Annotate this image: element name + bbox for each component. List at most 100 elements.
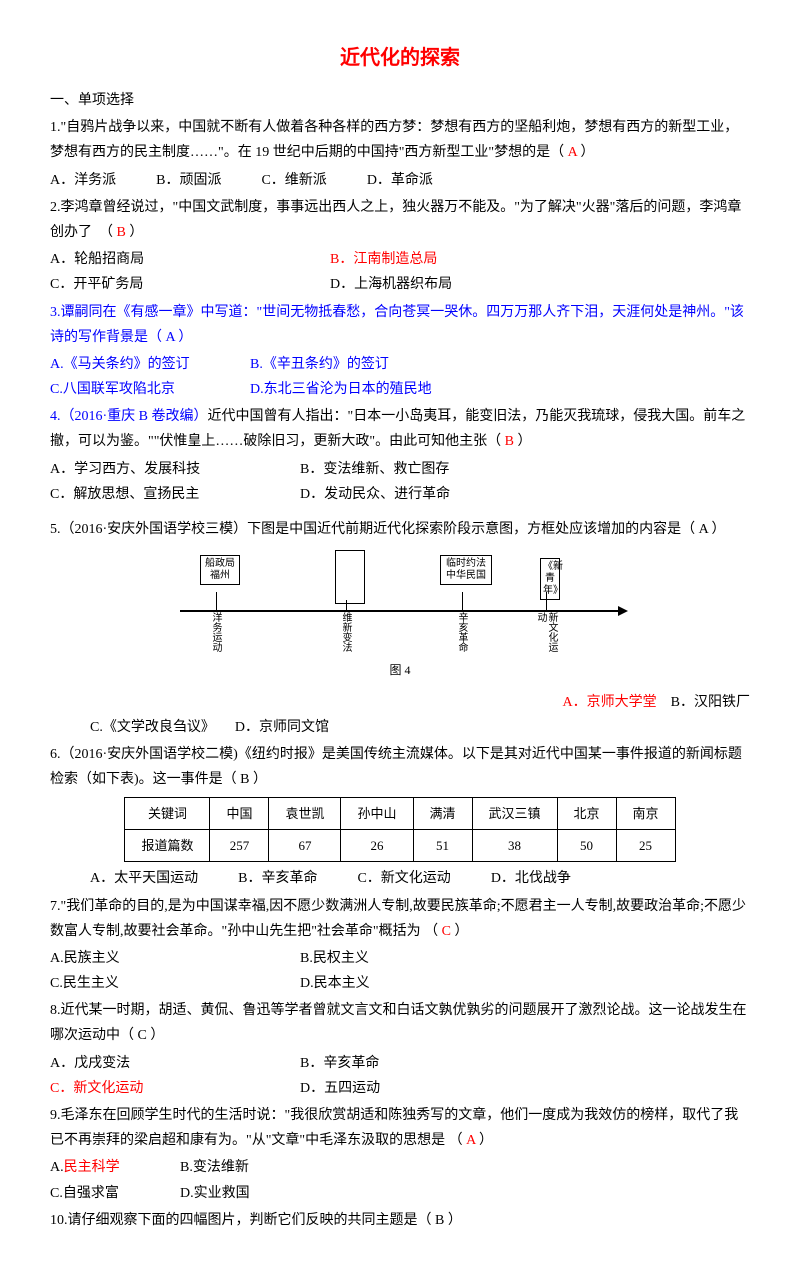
dg-l2: 维新变法: [340, 612, 351, 652]
q2-opt-a: A．轮船招商局: [50, 247, 330, 272]
q3-opt-d: D.东北三省沦为日本的殖民地: [250, 382, 432, 397]
th4: 满清: [413, 797, 472, 829]
q9: 9.毛泽东在回顾学生时代的生活时说："我很欣赏胡适和陈独秀写的文章，他们一度成为…: [50, 1103, 750, 1153]
q7-row2: C.民生主义D.民本主义: [50, 971, 750, 996]
q4-row2: C．解放思想、宣扬民主D．发动民众、进行革命: [50, 482, 750, 507]
q3-opt-b: B.《辛丑条约》的签订: [250, 357, 389, 372]
q2-end: ）: [129, 225, 143, 240]
q9-answer: A: [466, 1133, 475, 1148]
th0: 关键词: [125, 797, 210, 829]
q7-answer: C: [442, 924, 451, 939]
th7: 南京: [616, 797, 675, 829]
q9-opt-d: D.实业救国: [180, 1186, 250, 1201]
th2: 袁世凯: [269, 797, 341, 829]
q6: 6.（2016·安庆外国语学校二模)《纽约时报》是美国传统主流媒体。以下是其对近…: [50, 742, 750, 792]
q7-text: 7."我们革命的目的,是为中国谋幸福,因不愿少数满洲人专制,故要民族革命;不愿君…: [50, 899, 746, 939]
dg-box3: 《新青年》: [540, 558, 560, 600]
q8-row2: C．新文化运动D．五四运动: [50, 1076, 750, 1101]
q3-row1: A.《马关条约》的签订B.《辛丑条约》的签订: [50, 352, 750, 377]
q4-answer: B: [505, 434, 514, 449]
q1-opt-c: C．维新派: [261, 168, 326, 193]
q2-answer: B: [117, 225, 126, 240]
q6-opt-b: B．辛亥革命: [238, 866, 317, 891]
dg-box2: 临时约法 中华民国: [440, 555, 492, 585]
dg-l3: 辛亥革命: [456, 612, 467, 652]
q4-opt-a: A．学习西方、发展科技: [50, 457, 300, 482]
q2-row1: A．轮船招商局B．江南制造总局: [50, 247, 750, 272]
th5: 武汉三镇: [472, 797, 557, 829]
q5: 5.（2016·安庆外国语学校三模）下图是中国近代前期近代化探索阶段示意图，方框…: [50, 517, 750, 542]
q7-opt-d: D.民本主义: [300, 976, 370, 991]
th6: 北京: [557, 797, 616, 829]
timeline-diagram: 船政局 福州 临时约法 中华民国 《新青年》 洋务运动 维新变法 辛亥革命 新文…: [180, 550, 620, 682]
q8-opt-c: C．新文化运动: [50, 1076, 300, 1101]
q8: 8.近代某一时期，胡适、黄侃、鲁迅等学者曾就文言文和白话文孰优孰劣的问题展开了激…: [50, 998, 750, 1048]
q5-ab: A．京师大学堂 B．汉阳铁厂: [50, 690, 750, 715]
q3: 3.谭嗣同在《有感一章》中写道："世间无物抵春愁，合向苍冥一哭休。四万万那人齐下…: [50, 300, 750, 350]
q8-opt-a: A．戊戌变法: [50, 1051, 300, 1076]
q1-end: ）: [581, 145, 595, 160]
q5-cd: C.《文学改良刍议》D．京师同文馆: [50, 715, 750, 740]
q7: 7."我们革命的目的,是为中国谋幸福,因不愿少数满洲人专制,故要民族革命;不愿君…: [50, 894, 750, 944]
q10: 10.请仔细观察下面的四幅图片，判断它们反映的共同主题是（ B ）: [50, 1208, 750, 1233]
q4-opt-b: B．变法维新、救亡图存: [300, 462, 449, 477]
q2-opt-b: B．江南制造总局: [330, 252, 437, 267]
q8-opt-b: B．辛亥革命: [300, 1056, 379, 1071]
q6-opt-d: D．北伐战争: [491, 866, 571, 891]
q6-table: 关键词中国袁世凯孙中山满清武汉三镇北京南京 报道篇数25767265138502…: [124, 797, 675, 863]
q9-row1: A.民主科学B.变法维新: [50, 1155, 750, 1180]
q4-row1: A．学习西方、发展科技B．变法维新、救亡图存: [50, 457, 750, 482]
dg-l4: 新文化运动: [535, 612, 557, 658]
dg-box1: 船政局 福州: [200, 555, 240, 585]
q1: 1."自鸦片战争以来，中国就不断有人做着各种各样的西方梦：梦想有西方的坚船利炮，…: [50, 115, 750, 165]
q7-end: ）: [455, 924, 469, 939]
q4-src: 4.（2016·重庆 B 卷改编）: [50, 409, 208, 424]
q4-end: ）: [518, 434, 532, 449]
q5-opt-b: B．汉阳铁厂: [671, 695, 750, 710]
q1-opt-d: D．革命派: [367, 168, 433, 193]
q1-text: 1."自鸦片战争以来，中国就不断有人做着各种各样的西方梦：梦想有西方的坚船利炮，…: [50, 120, 738, 160]
q2-opt-d: D．上海机器织布局: [330, 277, 452, 292]
q5-opt-c: C.《文学改良刍议》: [90, 720, 215, 735]
q9-text: 9.毛泽东在回顾学生时代的生活时说："我很欣赏胡适和陈独秀写的文章，他们一度成为…: [50, 1108, 738, 1148]
q2-row2: C．开平矿务局D．上海机器织布局: [50, 272, 750, 297]
td6: 50: [557, 829, 616, 861]
q9-row2: C.自强求富D.实业救国: [50, 1181, 750, 1206]
td7: 25: [616, 829, 675, 861]
td1: 257: [210, 829, 269, 861]
th3: 孙中山: [341, 797, 413, 829]
q6-opt-a: A．太平天国运动: [90, 866, 198, 891]
q9-opt-a: A.民主科学: [50, 1155, 180, 1180]
q4-opt-c: C．解放思想、宣扬民主: [50, 482, 300, 507]
q1-opts: A．洋务派 B．顽固派 C．维新派 D．革命派: [50, 168, 750, 193]
q1-answer: A: [568, 145, 577, 160]
q2-text: 2.李鸿章曾经说过，"中国文武制度，事事远出西人之上，独火器万不能及。"为了解决…: [50, 200, 741, 240]
q3-opt-a: A.《马关条约》的签订: [50, 352, 250, 377]
dg-box-empty: [335, 550, 365, 604]
q1-opt-a: A．洋务派: [50, 168, 116, 193]
q3-row2: C.八国联军攻陷北京D.东北三省沦为日本的殖民地: [50, 377, 750, 402]
td3: 26: [341, 829, 413, 861]
q3-opt-c: C.八国联军攻陷北京: [50, 377, 250, 402]
section-heading: 一、单项选择: [50, 88, 750, 113]
q9-opt-c: C.自强求富: [50, 1181, 180, 1206]
q7-opt-c: C.民生主义: [50, 971, 300, 996]
dg-caption: 图 4: [180, 660, 620, 682]
q6-opt-c: C．新文化运动: [357, 866, 450, 891]
q9-end: ）: [479, 1133, 493, 1148]
q2-opt-c: C．开平矿务局: [50, 272, 330, 297]
th1: 中国: [210, 797, 269, 829]
q8-row1: A．戊戌变法B．辛亥革命: [50, 1051, 750, 1076]
doc-title: 近代化的探索: [50, 40, 750, 76]
q2: 2.李鸿章曾经说过，"中国文武制度，事事远出西人之上，独火器万不能及。"为了解决…: [50, 195, 750, 245]
q7-row1: A.民族主义B.民权主义: [50, 946, 750, 971]
dg-l1: 洋务运动: [210, 612, 221, 652]
td2: 67: [269, 829, 341, 861]
q4: 4.（2016·重庆 B 卷改编）近代中国曾有人指出："日本一小岛夷耳，能变旧法…: [50, 404, 750, 454]
td5: 38: [472, 829, 557, 861]
td0: 报道篇数: [125, 829, 210, 861]
q1-opt-b: B．顽固派: [156, 168, 221, 193]
q5-opt-a: A．京师大学堂: [563, 695, 657, 710]
q9-opt-b: B.变法维新: [180, 1160, 249, 1175]
td4: 51: [413, 829, 472, 861]
